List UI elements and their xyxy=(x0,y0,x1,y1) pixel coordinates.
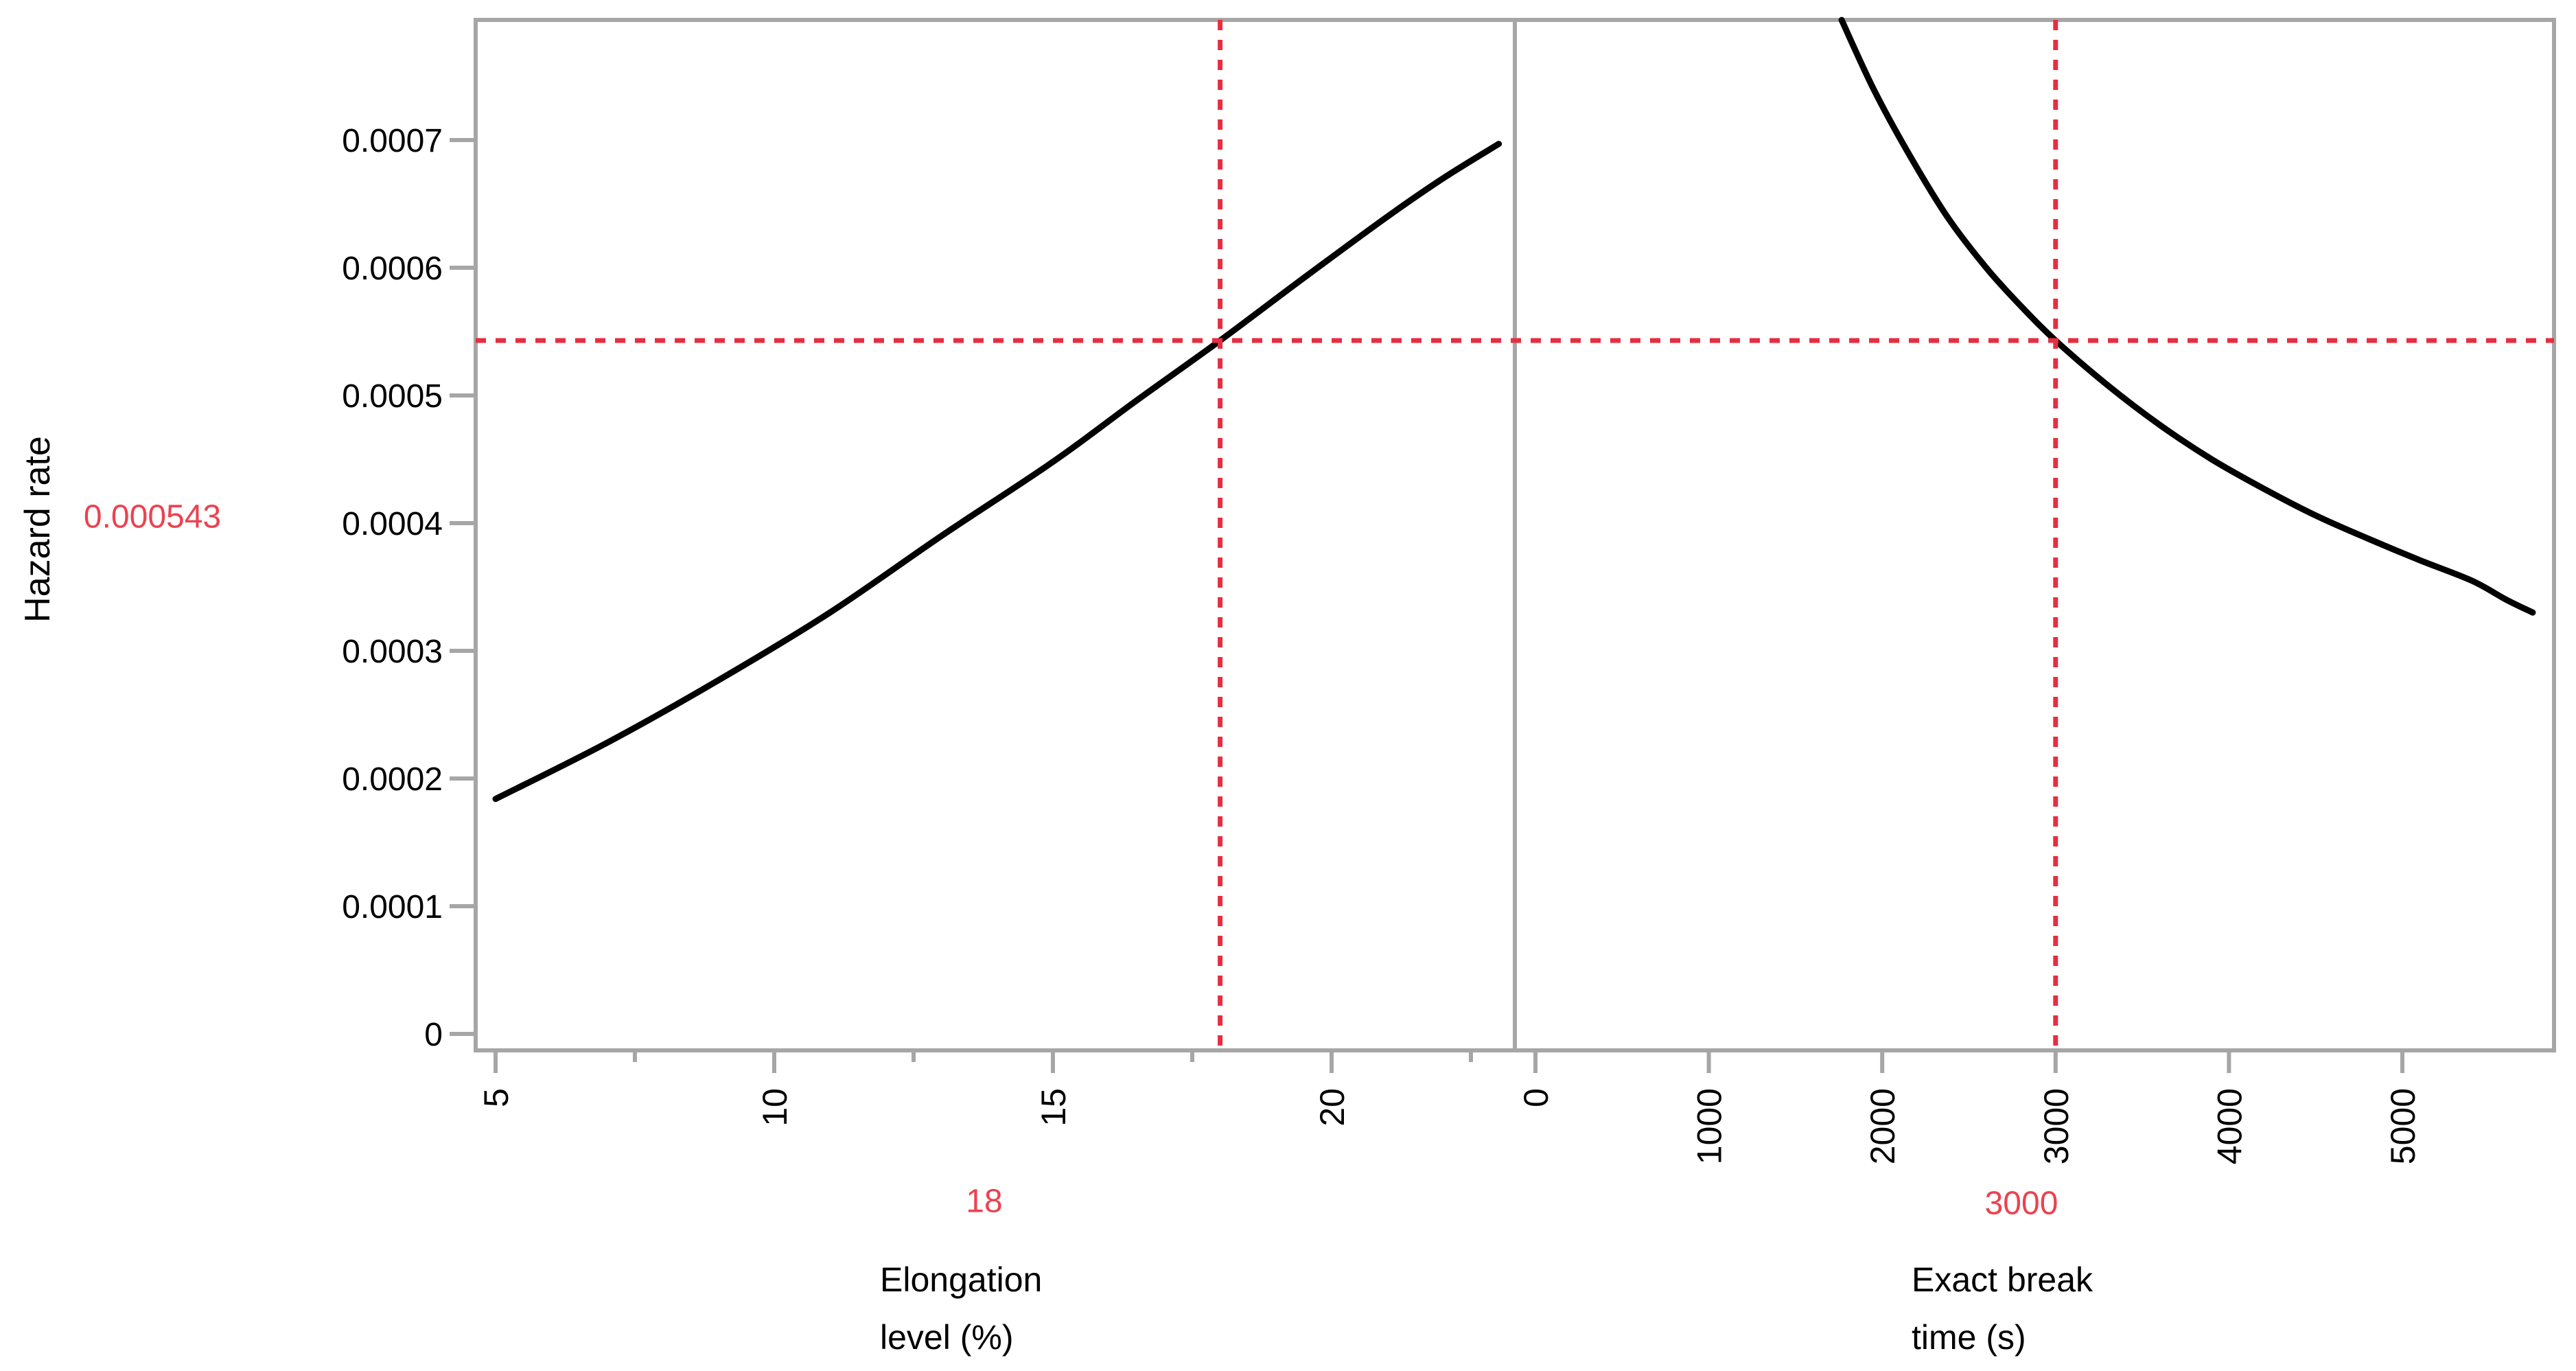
panel-frame xyxy=(474,18,1517,1052)
y-axis-tick-label: 0.0004 xyxy=(342,506,443,542)
y-axis-tick-label: 0.0002 xyxy=(342,761,443,798)
x-axis-tick-label: 3000 xyxy=(2037,1088,2076,1164)
x-axis-tick-label: 2000 xyxy=(1864,1088,1902,1164)
panel-frame xyxy=(1513,18,2556,1052)
x-axis-tick-label: 4000 xyxy=(2210,1088,2249,1164)
current-break-time-value[interactable]: 3000 xyxy=(1984,1185,2058,1222)
x-axis-tick-label: 0 xyxy=(1517,1088,1555,1107)
x-axis-tick-label: 5 xyxy=(477,1088,515,1107)
y-axis-tick-label: 0.0005 xyxy=(342,378,443,415)
x-axis-title-line: Elongation xyxy=(880,1260,1043,1299)
y-axis-tick-label: 0 xyxy=(424,1017,443,1053)
y-axis-title: Hazard rate xyxy=(18,436,58,623)
hazard-curve-elongation xyxy=(492,141,1502,803)
x-axis-title-line: time (s) xyxy=(1912,1318,2026,1357)
x-axis-tick-label: 15 xyxy=(1034,1088,1073,1127)
current-hazard-rate-value: 0.000543 xyxy=(83,498,222,535)
y-axis-tick-label: 0.0006 xyxy=(342,251,443,287)
x-axis-tick-label: 10 xyxy=(756,1088,794,1127)
x-axis-title-break-time: Exact break time (s) xyxy=(1912,1251,2093,1366)
x-axis-title-line: Exact break xyxy=(1912,1260,2093,1299)
x-axis-tick-label: 5000 xyxy=(2384,1088,2422,1164)
x-axis-title-elongation: Elongation level (%) xyxy=(880,1251,1042,1366)
x-axis-title-line: level (%) xyxy=(880,1318,1014,1357)
current-elongation-value[interactable]: 18 xyxy=(966,1183,1003,1220)
x-axis-tick-label: 20 xyxy=(1313,1088,1351,1127)
y-axis-tick-label: 0.0007 xyxy=(342,123,443,159)
hazard-curve-break-time xyxy=(1838,16,2536,616)
y-axis-tick-label: 0.0001 xyxy=(342,889,443,925)
y-axis-tick-label: 0.0003 xyxy=(342,634,443,670)
x-axis-tick-label: 1000 xyxy=(1691,1088,1729,1164)
